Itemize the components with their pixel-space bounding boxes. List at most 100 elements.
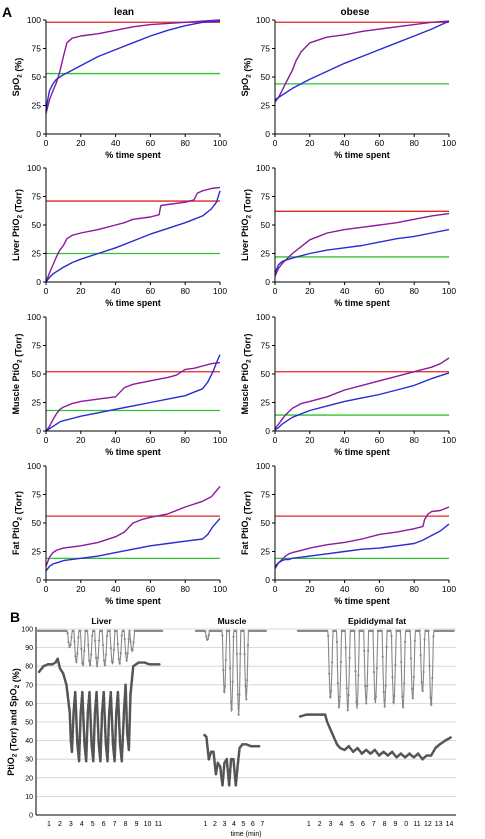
y-tick-label: 100	[27, 163, 41, 173]
y-tick-label: 100	[27, 461, 41, 471]
spo2-point	[118, 662, 121, 665]
y-tick-label: 25	[32, 547, 42, 557]
y-tick-label: 50	[32, 369, 42, 379]
y-tick-label: 0	[29, 813, 33, 820]
tissue-point	[157, 663, 161, 666]
spo2-point	[96, 665, 99, 668]
spo2-point	[115, 629, 118, 633]
y-axis-title: Muscle PtiO2 (Torr)	[11, 334, 24, 415]
y-axis-title: Liver PtiO2 (Torr)	[11, 189, 24, 261]
chart-a-fat-obese: 0 25 50 75 100 0 20 40 60 80 100 % time spent Fat Pt…	[240, 461, 456, 606]
spo2-point	[102, 659, 106, 662]
x-tick-label: 80	[180, 435, 190, 445]
spo2-point	[82, 662, 85, 666]
spo2-point	[83, 649, 86, 653]
section-title: Muscle	[218, 616, 247, 626]
x-tick-label: 40	[340, 138, 350, 148]
x-tick-label: 7	[113, 821, 117, 828]
spo2-point	[411, 697, 414, 700]
spo2-point	[410, 687, 414, 690]
spo2-point	[127, 637, 130, 641]
y-tick-label: 75	[32, 44, 42, 54]
column-title-lean: lean	[114, 7, 134, 18]
spo2-point	[224, 658, 227, 661]
spo2-point	[88, 659, 91, 662]
data-series-purple	[45, 486, 221, 567]
spo2-point	[104, 653, 108, 656]
x-tick-label: 2	[213, 821, 217, 828]
tissue-point	[153, 663, 157, 666]
x-tick-label: 1	[47, 821, 51, 828]
y-axis-title: SpO2 (%)	[240, 58, 253, 97]
x-axis-title: % time spent	[105, 298, 161, 308]
y-tick-label: 70	[25, 682, 33, 689]
spo2-point	[347, 693, 350, 697]
x-tick-label: 13	[435, 821, 443, 828]
spo2-point	[236, 693, 239, 696]
x-axis-title: % time spent	[334, 150, 390, 160]
spo2-point	[235, 629, 238, 633]
spo2-point	[239, 652, 242, 655]
x-tick-label: 60	[375, 138, 385, 148]
x-tick-label: 3	[69, 821, 73, 828]
y-tick-label: 40	[25, 738, 33, 745]
section-muscle: Muscle 1 2 3 4 5 6 7	[194, 616, 267, 828]
x-tick-label: 40	[111, 435, 121, 445]
spo2-point	[124, 652, 127, 655]
y-tick-label: 50	[261, 220, 271, 230]
spo2-point	[95, 656, 98, 659]
x-tick-label: 6	[361, 821, 365, 828]
tissue-point	[137, 661, 140, 664]
x-tick-label: 8	[124, 821, 128, 828]
x-tick-label: 4	[339, 821, 343, 828]
tissue-point	[449, 736, 452, 739]
y-tick-label: 80	[25, 664, 33, 671]
y-tick-label: 100	[27, 312, 41, 322]
x-tick-label: 6	[102, 821, 106, 828]
column-title-obese: obese	[341, 7, 370, 18]
y-tick-label: 50	[32, 518, 42, 528]
x-tick-label: 80	[409, 138, 419, 148]
spo2-point	[367, 649, 370, 652]
x-tick-label: 2	[58, 821, 62, 828]
x-tick-label: 20	[305, 138, 315, 148]
y-tick-label: 50	[32, 220, 42, 230]
spo2-point	[381, 655, 384, 658]
x-tick-label: 40	[340, 584, 350, 594]
spo2-point	[365, 702, 368, 705]
x-tick-label: 100	[213, 286, 227, 296]
x-tick-label: 100	[442, 584, 456, 594]
data-series-blue	[274, 523, 450, 567]
x-tick-label: 20	[305, 286, 315, 296]
x-tick-label: 80	[409, 584, 419, 594]
x-tick-label: 3	[222, 821, 226, 828]
x-tick-label: 20	[76, 286, 86, 296]
x-tick-label: 60	[146, 138, 156, 148]
x-tick-label: 5	[91, 821, 95, 828]
panel-a-letter: A	[2, 4, 12, 20]
spo2-point	[101, 643, 105, 647]
data-series-blue	[45, 517, 221, 572]
x-axis-title: % time spent	[334, 447, 390, 457]
spo2-point	[452, 629, 455, 633]
tissue-point	[155, 663, 159, 666]
y-axis-title: SpO2 (%)	[11, 58, 24, 97]
spo2-point	[94, 639, 97, 642]
x-tick-label: 0	[273, 584, 278, 594]
spo2-point	[77, 636, 80, 639]
y-tick-label: 25	[32, 249, 42, 259]
spo2-point	[357, 674, 360, 677]
tissue-point	[148, 663, 151, 666]
y-tick-label: 90	[25, 645, 33, 652]
y-tick-label: 30	[25, 757, 33, 764]
spo2-point	[70, 636, 73, 639]
data-series-purple	[274, 357, 450, 430]
section-title: Epididymal fat	[348, 616, 406, 626]
x-tick-label: 20	[76, 138, 86, 148]
y-tick-label: 75	[261, 192, 271, 202]
spo2-point	[430, 702, 433, 706]
y-axis-title: PtiO2 (Torr) and SpO2 (%)	[6, 668, 21, 776]
spo2-point	[264, 629, 267, 633]
x-tick-label: 40	[111, 138, 121, 148]
x-tick-label: 5	[241, 821, 245, 828]
